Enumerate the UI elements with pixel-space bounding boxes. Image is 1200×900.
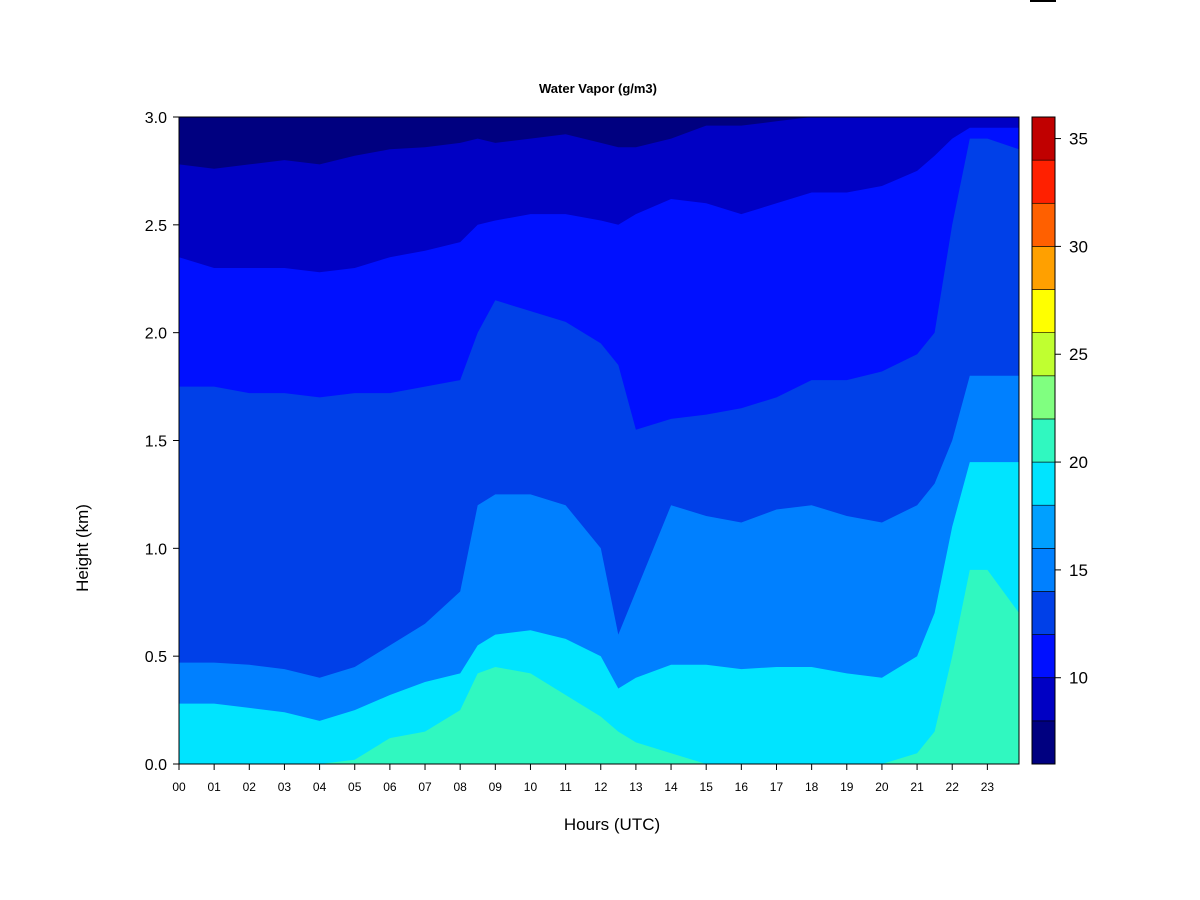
x-tick-label: 09: [489, 780, 503, 794]
x-tick-label: 01: [207, 780, 221, 794]
x-tick-label: 03: [278, 780, 292, 794]
colorbar-segment: [1031, 720, 1056, 765]
colorbar-segment: [1031, 289, 1056, 333]
colorbar-segment: [1031, 202, 1056, 247]
colorbar-tick-label: 20: [1069, 453, 1088, 472]
band-14-16: [179, 375, 1019, 764]
x-tick-label: 05: [348, 780, 362, 794]
colorbar-segment: [1031, 461, 1056, 506]
x-tick-label: 19: [840, 780, 854, 794]
colorbar-segment: [1031, 418, 1056, 463]
colorbar-segment: [1031, 116, 1056, 161]
y-tick-label: 2.5: [145, 218, 167, 235]
x-tick-label: 20: [875, 780, 889, 794]
colorbar-segment: [1031, 548, 1056, 592]
colorbar-segment: [1031, 159, 1056, 204]
band-18-20: [179, 569, 1019, 764]
x-tick-label: 16: [735, 780, 749, 794]
y-axis: 0.0 0.5 1.0 1.5 2.0 2.5 3.0: [145, 110, 180, 774]
y-tick-label: 1.0: [145, 541, 167, 558]
colorbar: 10 15 20 25 30 35: [1031, 116, 1088, 765]
x-tick-label: 07: [418, 780, 432, 794]
colorbar-segment: [1031, 375, 1056, 420]
x-tick-label: 11: [559, 780, 572, 794]
colorbar-tick-label: 35: [1069, 130, 1088, 149]
colorbar-tick-label: 10: [1069, 669, 1088, 688]
y-axis-label: Height (km): [73, 504, 92, 592]
colorbar-segment: [1031, 634, 1056, 679]
x-tick-label: 17: [770, 780, 784, 794]
y-tick-label: 2.0: [145, 326, 167, 343]
chart-title: Water Vapor (g/m3): [539, 81, 657, 96]
x-tick-label: 21: [910, 780, 924, 794]
y-tick-label: 0.5: [145, 649, 167, 666]
corner-tick-mark: [1030, 0, 1056, 2]
y-tick-label: 0.0: [145, 757, 167, 774]
heatmap-plot-area: [178, 116, 1020, 765]
x-tick-label: 18: [805, 780, 819, 794]
x-tick-label: 23: [981, 780, 995, 794]
x-tick-label: 10: [524, 780, 538, 794]
x-axis-label: Hours (UTC): [564, 815, 660, 834]
colorbar-tick-label: 25: [1069, 345, 1088, 364]
x-tick-label: 06: [383, 780, 397, 794]
x-tick-label: 15: [700, 780, 714, 794]
colorbar-frame: [1031, 116, 1056, 765]
colorbar-tick-label: 30: [1069, 237, 1088, 256]
x-tick-label: 02: [243, 780, 257, 794]
colorbar-tick-label: 15: [1069, 561, 1088, 580]
x-tick-label: 00: [172, 780, 186, 794]
x-tick-label: 08: [453, 780, 467, 794]
x-tick-label: 12: [594, 780, 608, 794]
colorbar-segment: [1031, 677, 1056, 722]
x-tick-label: 22: [946, 780, 960, 794]
band-16-18: [179, 462, 1019, 764]
x-axis: 00 01 02 03 04 05 06 07 08 09 10 11 12 13 14 15 16 17 18 19…: [172, 763, 1019, 794]
y-tick-label: 3.0: [145, 110, 167, 127]
colorbar-segment: [1031, 246, 1056, 290]
colorbar-segment: [1031, 504, 1056, 549]
y-tick-label: 1.5: [145, 434, 167, 451]
x-tick-label: 13: [629, 780, 643, 794]
x-tick-label: 04: [313, 780, 327, 794]
colorbar-segment: [1031, 332, 1056, 377]
x-tick-label: 14: [664, 780, 678, 794]
colorbar-segment: [1031, 591, 1056, 635]
